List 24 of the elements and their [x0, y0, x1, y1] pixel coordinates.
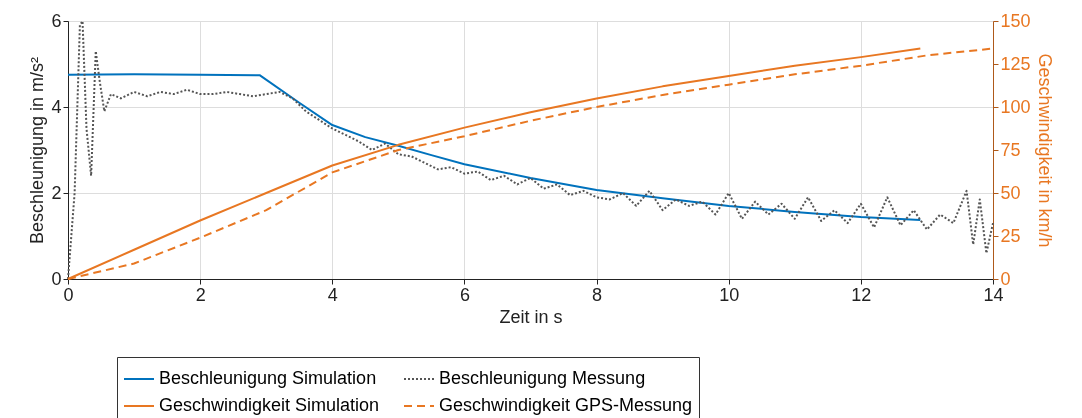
- y-tick-label: 4: [51, 96, 62, 117]
- x-tick-label: 8: [592, 284, 603, 305]
- y2-tick-label: 125: [1000, 53, 1031, 74]
- legend-label: Beschleunigung Simulation: [159, 368, 377, 388]
- y-tick-label: 6: [51, 10, 62, 31]
- y2-tick-label: 25: [1000, 225, 1021, 246]
- legend-label: Beschleunigung Messung: [439, 368, 646, 388]
- x-axis-title: Zeit in s: [499, 306, 563, 327]
- legend-label: Geschwindigkeit Simulation: [159, 395, 380, 415]
- y2-tick-label: 50: [1000, 182, 1021, 203]
- y-tick-label: 2: [51, 182, 62, 203]
- legend-label: Geschwindigkeit GPS-Messung: [439, 395, 693, 415]
- line-series: [67, 73, 922, 222]
- x-tick-label: 6: [459, 284, 470, 305]
- x-tick-label: 10: [719, 284, 740, 305]
- y2-tick-label: 75: [1000, 139, 1021, 160]
- y-tick-label: 0: [51, 268, 62, 289]
- y2-tick-label: 150: [1000, 10, 1031, 31]
- x-tick-label: 12: [851, 284, 872, 305]
- x-tick-label: 2: [195, 284, 206, 305]
- y2-tick-label: 100: [1000, 96, 1031, 117]
- y2-axis-title: Geschwindigkeit in km/h: [1034, 53, 1055, 248]
- y-axis-title: Beschleunigung in m/s²: [27, 56, 48, 245]
- x-tick-label: 4: [327, 284, 338, 305]
